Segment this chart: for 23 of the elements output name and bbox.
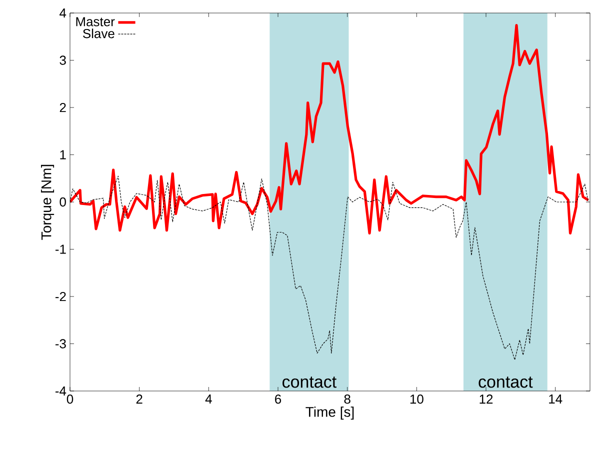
x-tick-label: 0	[66, 394, 74, 404]
x-tick-label: 10	[410, 394, 424, 404]
y-tick-label: -1	[55, 244, 66, 254]
x-tick-label: 2	[136, 394, 142, 404]
legend-label: Master	[76, 17, 115, 26]
y-axis-title: Torque [Nm]	[40, 164, 54, 240]
y-tick-label: 3	[60, 56, 66, 65]
x-tick-label: 8	[344, 394, 350, 404]
x-tick-label: 12	[480, 394, 493, 404]
y-tick-label: -2	[55, 292, 66, 302]
band-label: contact	[282, 376, 336, 388]
band-label: contact	[478, 376, 533, 388]
x-tick-label: 6	[275, 394, 282, 404]
y-tick-label: 0	[60, 197, 66, 207]
y-tick-label: 4	[60, 8, 66, 18]
x-tick-label: 14	[549, 394, 562, 404]
x-axis-title: Time [s]	[306, 406, 354, 420]
y-tick-label: -3	[55, 339, 66, 348]
x-tick-label: 4	[205, 394, 212, 404]
legend-label: Slave	[83, 28, 114, 38]
y-tick-label: 2	[60, 102, 66, 112]
y-tick-label: 1	[60, 150, 66, 160]
y-tick-label: -4	[55, 386, 66, 396]
